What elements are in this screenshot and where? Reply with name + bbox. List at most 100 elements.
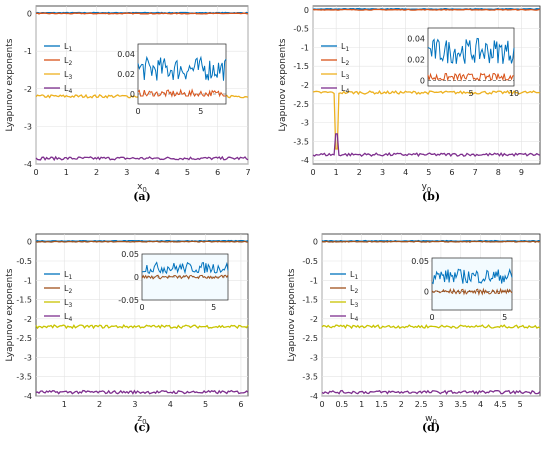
inset-series-line-l1 [431, 268, 513, 285]
legend-label-main: L [64, 84, 69, 93]
inset-y-tick-label: 0.05 [121, 250, 139, 259]
x-tick-label: 2 [97, 400, 102, 409]
legend-label-sub: 1 [68, 274, 72, 281]
x-tick-label: 5 [426, 168, 431, 177]
x-tick-label: 0.5 [335, 400, 348, 409]
legend-label-main: L [64, 284, 69, 293]
y-tick-label: 0 [27, 238, 32, 247]
series-line-l2 [35, 240, 249, 243]
x-axis-label-sub: 0 [427, 186, 431, 194]
x-tick-label: 7 [245, 168, 250, 177]
y-tick-label: -0.5 [302, 257, 318, 266]
legend-label-l3: L3 [341, 70, 349, 81]
legend-label-main: L [341, 56, 346, 65]
x-tick-label: 3.5 [454, 400, 467, 409]
x-axis-label-main: x [137, 182, 143, 192]
x-tick-label: 5 [185, 168, 190, 177]
inset-x-tick-label: 5 [502, 313, 507, 322]
series-line-l4 [35, 389, 249, 395]
y-tick-label: -4 [24, 160, 32, 169]
x-tick-label: 5 [203, 400, 208, 409]
legend-label-sub: 3 [354, 302, 358, 309]
x-tick-label: 4 [155, 168, 160, 177]
legend-label-main: L [350, 270, 355, 279]
x-tick-label: 7 [473, 168, 478, 177]
x-axis-label-sub: 0 [432, 418, 436, 426]
legend-label-l4: L4 [350, 312, 358, 323]
inset-series-line-l1 [141, 261, 229, 275]
inset-y-tick-label: 0 [420, 77, 425, 86]
x-axis-label-main: z [137, 414, 142, 424]
x-tick-label: 1 [334, 168, 339, 177]
legend-label-l2: L2 [64, 56, 72, 67]
legend-label-sub: 3 [68, 302, 72, 309]
legend-label-l2: L2 [350, 284, 358, 295]
x-axis-label-sub: 0 [142, 418, 146, 426]
x-tick-label: 2 [357, 168, 362, 177]
inset-x-tick-label: 5 [468, 89, 473, 98]
legend-label-main: L [350, 284, 355, 293]
legend-label-sub: 2 [345, 60, 349, 67]
inset-y-tick-label: 0 [424, 288, 429, 297]
legend-label-l1: L1 [350, 270, 358, 281]
legend-label-main: L [341, 42, 346, 51]
x-tick-label: 0 [319, 400, 324, 409]
legend-label-main: L [64, 270, 69, 279]
series-line-l4 [35, 155, 249, 162]
inset-y-tick-label: 0.05 [411, 257, 429, 266]
x-tick-label: 0 [33, 168, 38, 177]
x-tick-label: 3 [124, 168, 129, 177]
y-tick-label: -2.5 [16, 334, 32, 343]
inset-x-tick-label: 0 [135, 107, 140, 116]
y-tick-label: -1 [24, 276, 32, 285]
x-tick-label: 1 [62, 400, 67, 409]
y-tick-label: -1.5 [16, 296, 32, 305]
y-tick-label: -2 [310, 315, 318, 324]
y-tick-label: -3 [24, 353, 32, 362]
legend-label-sub: 1 [345, 46, 349, 53]
inset-panel-d: 0 5 0.05 0 [411, 257, 513, 322]
x-axis-label-main: y [422, 182, 428, 192]
legend-label-sub: 3 [345, 74, 349, 81]
legend-label-sub: 2 [68, 60, 72, 67]
y-tick-label: -3.5 [293, 137, 309, 146]
y-tick-label: -3 [24, 122, 32, 131]
y-tick-label: -2 [301, 81, 309, 90]
panel-d: 0 0.5 1 1.5 2 2.5 3 3.5 4 4.5 5 0 -0.5 -1 -1.5 -2 -2.5 -3… [287, 233, 541, 426]
inset-series-line-l2 [141, 274, 229, 280]
legend-label-sub: 3 [68, 74, 72, 81]
series-line-l3 [312, 90, 541, 150]
legend-label-l3: L3 [64, 70, 72, 81]
y-tick-label: -3 [310, 353, 318, 362]
legend-label-sub: 4 [68, 88, 72, 95]
panel-caption-b: (b) [422, 190, 440, 203]
legend-label-main: L [341, 84, 346, 93]
y-axis-label: Lyapunov exponents [5, 268, 15, 361]
y-tick-label: -4 [301, 156, 309, 165]
y-axis-label: Lyapunov exponents [278, 38, 288, 131]
series-line-l4 [321, 389, 541, 395]
x-tick-label: 9 [519, 168, 524, 177]
legend-label-main: L [350, 312, 355, 321]
inset-series-line-l2 [427, 72, 515, 82]
y-tick-label: 0 [27, 10, 32, 19]
legend-label-l2: L2 [64, 284, 72, 295]
y-tick-label: -2 [24, 85, 32, 94]
y-tick-label: -2 [24, 315, 32, 324]
x-axis-label-main: w [425, 414, 432, 424]
legend-label-main: L [64, 298, 69, 307]
y-tick-label: -3 [301, 119, 309, 128]
legend-label-main: L [64, 312, 69, 321]
x-axis-label: w0 [425, 414, 437, 426]
y-tick-label: -4 [310, 392, 318, 401]
series-line-l3 [35, 323, 249, 330]
x-tick-label: 4.5 [494, 400, 507, 409]
inset-x-tick-label: 0 [139, 303, 144, 312]
inset-x-tick-label: 10 [509, 89, 519, 98]
legend-label-main: L [341, 70, 346, 79]
legend-label-l4: L4 [341, 84, 349, 95]
x-tick-label: 3 [438, 400, 443, 409]
x-tick-label: 2 [399, 400, 404, 409]
x-tick-label: 4 [168, 400, 173, 409]
